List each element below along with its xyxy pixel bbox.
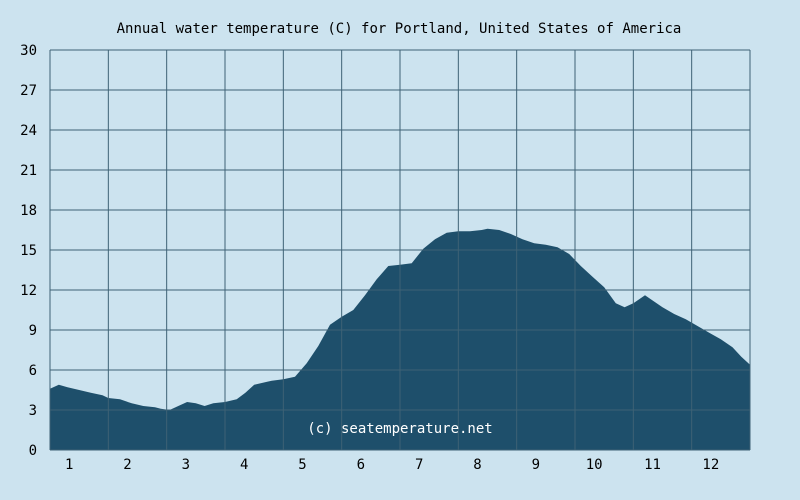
x-tick-label: 9 bbox=[532, 457, 540, 473]
y-tick-label: 3 bbox=[29, 403, 37, 419]
y-tick-label: 18 bbox=[20, 203, 37, 219]
x-tick-label: 8 bbox=[473, 457, 481, 473]
y-tick-label: 21 bbox=[20, 163, 37, 179]
x-axis: 1 2 3 4 5 6 7 8 9 10 11 12 bbox=[65, 457, 719, 473]
x-tick-label: 3 bbox=[182, 457, 190, 473]
y-tick-label: 6 bbox=[29, 363, 37, 379]
y-tick-label: 9 bbox=[29, 323, 37, 339]
x-tick-label: 7 bbox=[415, 457, 423, 473]
x-tick-label: 6 bbox=[357, 457, 365, 473]
y-tick-label: 0 bbox=[29, 443, 37, 459]
x-tick-label: 5 bbox=[298, 457, 306, 473]
x-tick-label: 10 bbox=[586, 457, 603, 473]
y-tick-label: 24 bbox=[20, 123, 37, 139]
x-tick-label: 12 bbox=[702, 457, 719, 473]
gridlines bbox=[49, 49, 751, 451]
x-tick-label: 1 bbox=[65, 457, 73, 473]
y-tick-label: 15 bbox=[20, 243, 37, 259]
y-axis: 0 3 6 9 12 15 18 21 24 27 30 bbox=[20, 43, 37, 459]
y-tick-label: 30 bbox=[20, 43, 37, 59]
y-tick-label: 12 bbox=[20, 283, 37, 299]
chart-title: Annual water temperature (C) for Portlan… bbox=[117, 21, 682, 37]
watermark-text: (c) seatemperature.net bbox=[307, 421, 492, 437]
x-tick-label: 11 bbox=[644, 457, 661, 473]
y-tick-label: 27 bbox=[20, 83, 37, 99]
x-tick-label: 4 bbox=[240, 457, 248, 473]
x-tick-label: 2 bbox=[123, 457, 131, 473]
